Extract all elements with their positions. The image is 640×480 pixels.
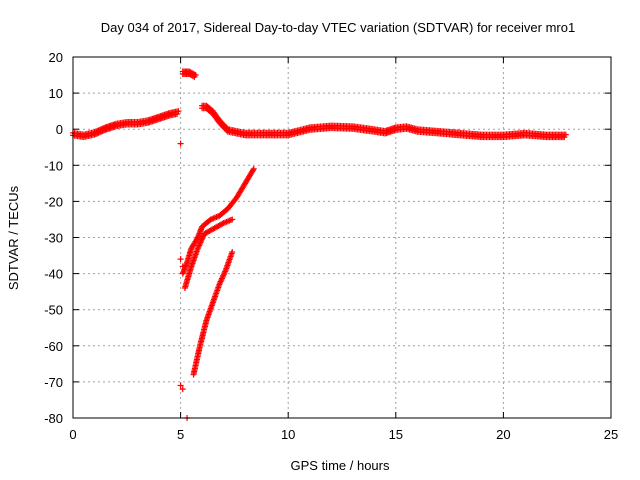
chart-title: Day 034 of 2017, Sidereal Day-to-day VTE…: [101, 20, 575, 35]
point-main-band: [192, 72, 199, 79]
y-tick-label: 20: [49, 50, 63, 65]
point-isolated-points: [179, 263, 186, 270]
axis-ticks: 0 5 10 15 20 25 -80 -70 -60 -50 -40 -30 -20 -10 0 10 20: [44, 50, 618, 442]
x-tick-label: 5: [177, 427, 184, 442]
x-tick-label: 15: [389, 427, 403, 442]
y-tick-label: -10: [44, 158, 63, 173]
point-descending-arc-2: [219, 220, 226, 227]
y-tick-label: -20: [44, 194, 63, 209]
point-isolated-points: [179, 386, 186, 393]
x-tick-label: 0: [69, 427, 76, 442]
point-isolated-points: [177, 256, 184, 263]
y-tick-label: -80: [44, 411, 63, 426]
x-tick-label: 25: [604, 427, 618, 442]
point-main-band: [175, 108, 182, 115]
y-tick-label: 0: [56, 122, 63, 137]
point-main-band: [562, 131, 569, 138]
point-descending-arc-1: [249, 167, 256, 174]
y-axis-label: SDTVAR / TECUs: [6, 185, 21, 290]
grid-lines: [73, 57, 611, 418]
y-tick-label: -50: [44, 303, 63, 318]
point-isolated-points: [177, 140, 184, 147]
point-descending-arc-2: [229, 216, 236, 223]
x-tick-label: 10: [281, 427, 295, 442]
point-descending-arc-1: [194, 235, 201, 242]
y-tick-label: 10: [49, 86, 63, 101]
x-tick-label: 20: [496, 427, 510, 442]
point-descending-arc-1: [250, 165, 257, 172]
y-tick-label: -70: [44, 375, 63, 390]
data-points: [70, 68, 569, 421]
y-tick-label: -40: [44, 267, 63, 282]
x-axis-label: GPS time / hours: [291, 458, 390, 473]
y-tick-label: -60: [44, 339, 63, 354]
point-descending-arc-3: [229, 248, 236, 255]
y-tick-label: -30: [44, 231, 63, 246]
point-isolated-points: [177, 382, 184, 389]
